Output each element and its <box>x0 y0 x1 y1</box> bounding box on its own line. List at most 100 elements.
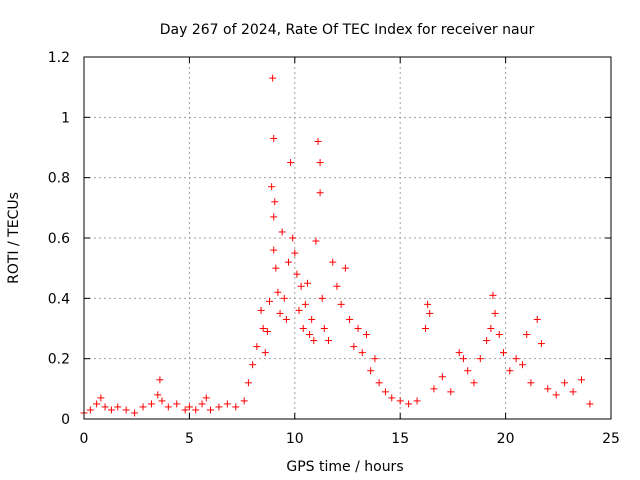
data-point <box>164 403 172 411</box>
data-point <box>561 379 569 387</box>
data-point <box>107 406 115 414</box>
y-axis-title: ROTI / TECUs <box>6 192 22 284</box>
data-point <box>430 385 438 393</box>
y-tick-label: 1.2 <box>48 50 70 66</box>
data-point <box>131 409 139 417</box>
data-point <box>289 234 297 242</box>
data-point <box>287 159 295 167</box>
data-point <box>301 300 309 308</box>
x-tick-label: 0 <box>80 431 89 447</box>
data-point <box>333 282 341 290</box>
data-point <box>158 397 166 405</box>
data-point <box>93 400 101 408</box>
data-point <box>97 394 105 402</box>
data-point <box>181 406 189 414</box>
data-point <box>346 315 354 323</box>
data-point <box>367 367 375 375</box>
data-point <box>489 291 497 299</box>
data-point <box>223 400 231 408</box>
data-point <box>455 349 463 357</box>
grid-lines <box>84 57 611 419</box>
data-point <box>396 397 404 405</box>
data-point <box>316 189 324 197</box>
data-point <box>518 361 526 369</box>
data-point <box>266 297 274 305</box>
data-point <box>253 343 261 351</box>
data-point <box>206 406 214 414</box>
data-point <box>569 388 577 396</box>
data-point <box>316 159 324 167</box>
data-point <box>261 349 269 357</box>
data-point <box>495 331 503 339</box>
data-point <box>282 315 290 323</box>
data-point <box>318 294 326 302</box>
data-point <box>306 331 314 339</box>
data-point <box>86 406 94 414</box>
data-point <box>198 400 206 408</box>
data-point <box>280 294 288 302</box>
data-point <box>552 391 560 399</box>
data-point <box>577 376 585 384</box>
data-point <box>533 315 541 323</box>
data-point <box>421 325 429 332</box>
data-point <box>544 385 552 393</box>
y-tick-label: 0.6 <box>48 231 70 247</box>
axis-ticks <box>83 56 612 420</box>
data-point <box>312 237 320 245</box>
data-point <box>329 258 337 266</box>
data-point <box>257 306 265 314</box>
data-point <box>375 379 383 387</box>
data-point <box>240 397 248 405</box>
data-point <box>537 340 545 348</box>
data-point <box>459 355 467 363</box>
data-point <box>139 403 147 411</box>
data-point <box>291 249 299 257</box>
data-point <box>295 306 303 314</box>
data-point <box>156 376 164 384</box>
data-point <box>487 325 495 332</box>
data-point <box>464 367 472 375</box>
data-point <box>447 388 455 396</box>
data-point <box>341 264 349 272</box>
data-point <box>358 349 366 357</box>
data-point <box>499 349 507 357</box>
data-point <box>269 74 277 82</box>
data-point <box>405 400 413 408</box>
data-point <box>249 361 257 369</box>
data-point <box>491 309 499 317</box>
data-point <box>276 309 284 317</box>
data-point <box>147 400 155 408</box>
data-point <box>354 325 362 332</box>
y-tick-label: 1 <box>61 110 70 126</box>
data-point <box>303 279 311 287</box>
data-point <box>483 337 491 345</box>
data-point <box>337 300 345 308</box>
data-point <box>350 343 358 351</box>
data-point <box>293 270 301 278</box>
data-point <box>424 300 432 308</box>
data-point <box>270 134 278 142</box>
data-point <box>259 325 267 332</box>
data-points <box>80 74 594 417</box>
tick-labels: 0 5 10 15 20 25 0 0.2 0.4 0.6 0.8 1 1.2 <box>48 50 620 447</box>
data-point <box>101 403 109 411</box>
data-point <box>371 355 379 363</box>
data-point <box>381 388 389 396</box>
x-tick-label: 25 <box>602 431 620 447</box>
data-point <box>325 337 333 345</box>
data-point <box>388 394 396 402</box>
data-point <box>244 379 252 387</box>
data-point <box>470 379 478 387</box>
data-point <box>268 183 276 191</box>
data-point <box>320 325 328 332</box>
data-point <box>215 403 223 411</box>
data-point <box>310 337 318 345</box>
data-point <box>270 213 278 221</box>
data-point <box>438 373 446 381</box>
y-tick-label: 0 <box>61 412 70 428</box>
x-tick-label: 20 <box>497 431 515 447</box>
y-tick-label: 0.4 <box>48 291 70 307</box>
data-point <box>202 394 210 402</box>
data-point <box>527 379 535 387</box>
data-point <box>284 258 292 266</box>
